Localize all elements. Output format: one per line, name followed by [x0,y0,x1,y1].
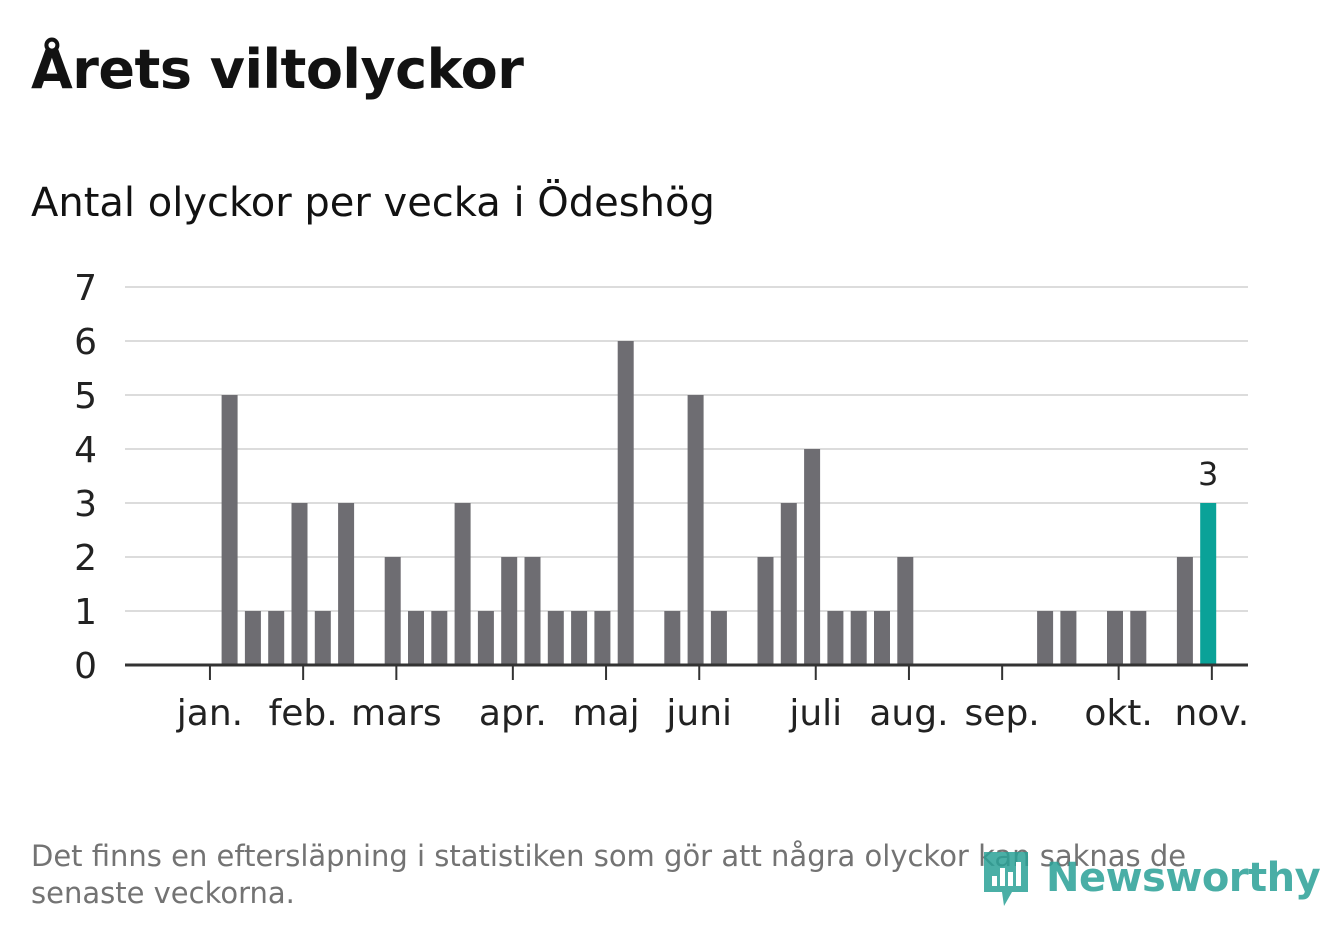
x-tick-label: mars [351,693,442,734]
bar [314,611,331,665]
chart-subtitle: Antal olyckor per vecka i Ödeshög [31,180,715,226]
bar [780,503,797,665]
bar [571,611,588,665]
x-tick-label: sep. [965,693,1040,734]
y-tick-label: 3 [74,484,97,525]
bars [221,341,1217,665]
x-axis-ticks: jan. feb. mars apr. maj juni juli aug. sep. okt. n… [176,665,1249,734]
bar [617,341,634,665]
newsworthy-logo: Newsworthy [980,846,1321,910]
bar [454,503,471,665]
data-labels: 3 [1198,455,1218,493]
bar [221,395,238,665]
x-tick-label: apr. [479,693,547,734]
bar [431,611,448,665]
bar [501,557,518,665]
bar [1107,611,1123,665]
bar [804,449,821,665]
bar [897,557,914,665]
y-tick-label: 5 [74,376,97,417]
newsworthy-logo-text: Newsworthy [1046,855,1321,901]
bar [408,611,424,665]
bar [384,557,401,665]
bar [524,557,541,665]
x-tick-label: maj [572,693,639,734]
bar-highlight [1200,503,1217,665]
bar [827,611,844,665]
bar [268,611,285,665]
bar [244,611,261,665]
y-tick-label: 7 [74,268,97,309]
x-tick-label: aug. [869,693,948,734]
bar [757,557,774,665]
y-tick-label: 2 [74,538,97,579]
bar [850,611,867,665]
data-label-last: 3 [1198,455,1218,493]
x-tick-label: juli [788,693,842,734]
bar [664,611,681,665]
y-tick-label: 0 [74,646,97,687]
bar [1060,611,1077,665]
bar-chart: 0 1 2 3 4 5 6 7 jan. feb. mars apr. maj juni juli aug.… [74,268,1249,734]
bar [710,611,727,665]
y-tick-label: 1 [74,592,97,633]
bar [477,611,494,665]
bar [547,611,564,665]
y-axis-ticks: 0 1 2 3 4 5 6 7 [74,268,97,687]
newsworthy-logo-icon [984,852,1028,906]
bar [687,395,704,665]
y-tick-label: 6 [74,322,97,363]
bar [874,611,890,665]
x-tick-label: jan. [176,693,243,734]
y-tick-label: 4 [74,430,97,471]
x-tick-label: okt. [1084,693,1152,734]
bar [1037,611,1054,665]
bar [338,503,355,665]
gridlines [125,286,1248,612]
x-tick-label: feb. [269,693,338,734]
bar [594,611,611,665]
x-tick-label: nov. [1174,693,1249,734]
x-tick-label: juni [665,693,732,734]
bar [1130,611,1147,665]
bar [291,503,308,665]
chart-title: Årets viltolyckor [31,38,524,101]
bar [1176,557,1193,665]
